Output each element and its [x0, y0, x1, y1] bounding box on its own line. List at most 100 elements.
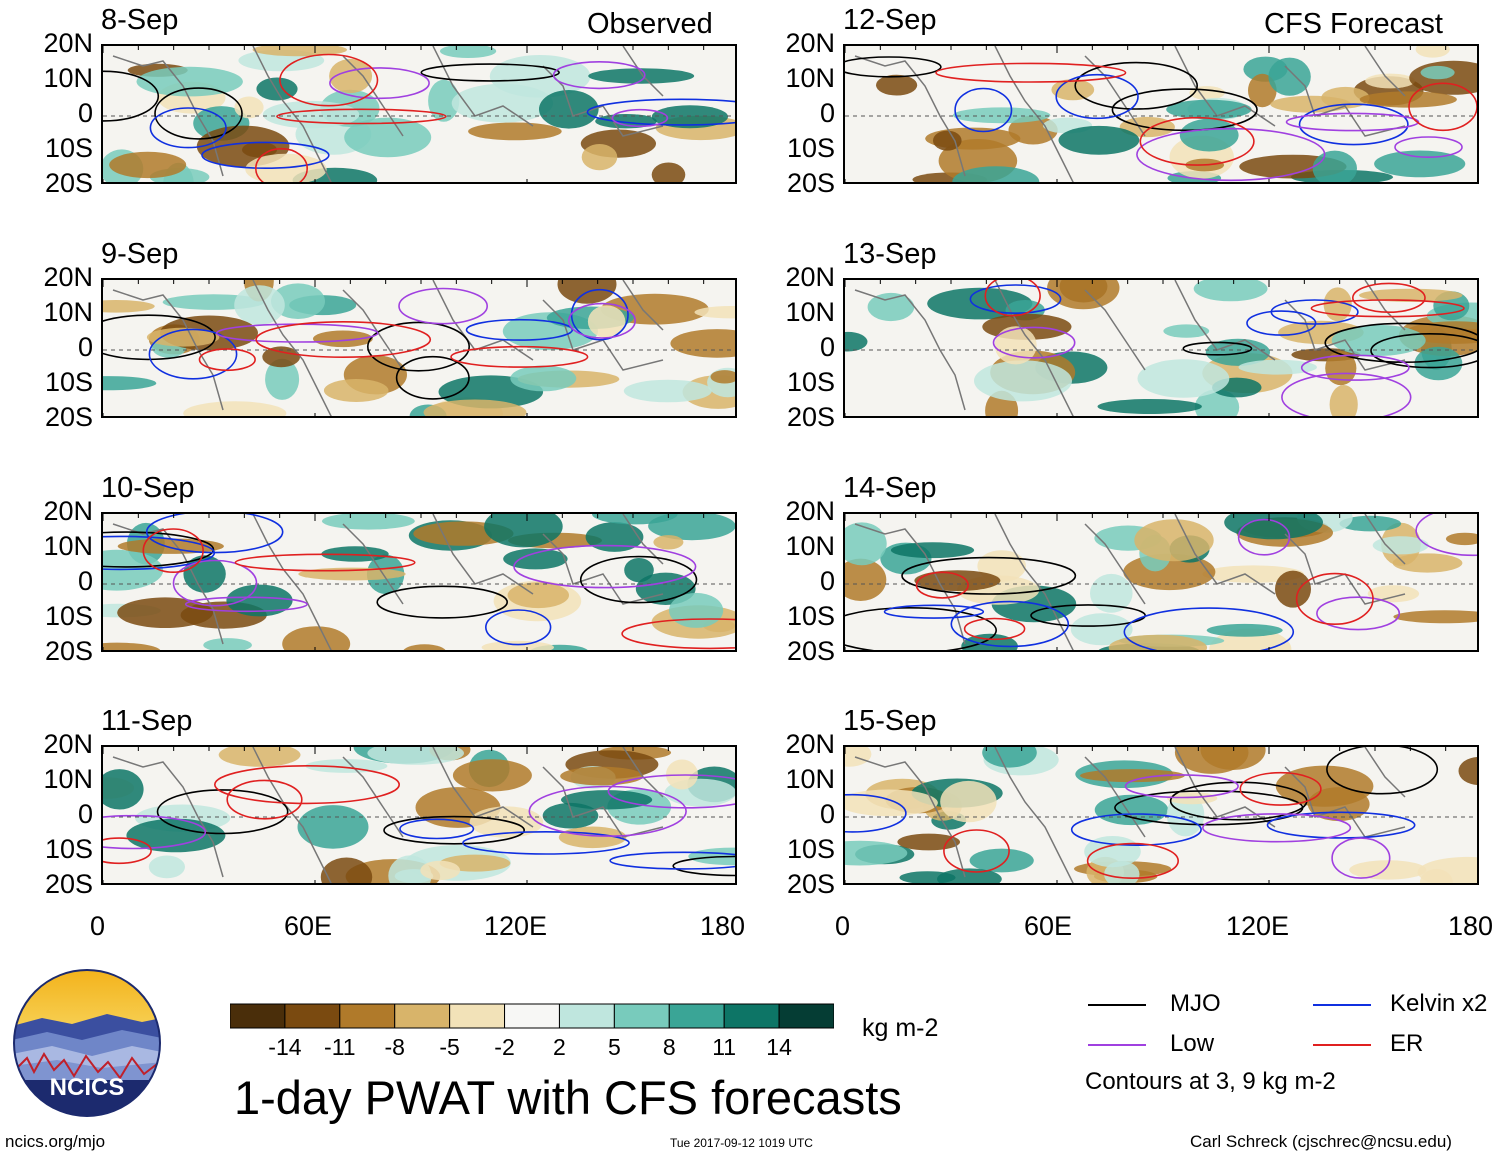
pwat-anomaly — [183, 401, 287, 416]
pwat-anomaly — [1339, 515, 1402, 532]
er-contour — [450, 345, 589, 368]
pwat-anomaly — [234, 285, 285, 325]
pwat-anomaly — [539, 90, 599, 129]
pwat-map-panel — [843, 44, 1479, 184]
y-tick-label: 0 — [819, 332, 835, 362]
pwat-anomaly — [271, 283, 325, 319]
mjo-contour — [103, 314, 216, 361]
kelvin-contour — [1123, 607, 1295, 650]
pwat-field — [103, 280, 735, 416]
pwat-anomaly — [1349, 860, 1427, 880]
pwat-anomaly — [265, 358, 300, 400]
kelvin-contour — [954, 87, 1013, 133]
pwat-anomaly — [203, 638, 252, 650]
pwat-anomaly — [1367, 585, 1420, 603]
mjo-contour — [376, 585, 509, 619]
colorbar-swatch — [449, 1003, 506, 1029]
y-tick-label: 10N — [43, 764, 93, 794]
legend-line-mjo — [1088, 1004, 1146, 1006]
mjo-contour — [579, 555, 698, 604]
pwat-anomaly — [1393, 610, 1477, 624]
panel-date-label: 9-Sep — [101, 238, 179, 270]
colorbar-tick-label: -5 — [439, 1034, 460, 1060]
y-tick-label: 20S — [786, 869, 835, 899]
pwat-anomaly — [1374, 150, 1466, 178]
low-contour — [1201, 813, 1352, 843]
kelvin-contour — [148, 328, 238, 380]
coastline — [854, 747, 1406, 883]
pwat-anomaly — [1224, 514, 1323, 540]
er-contour — [915, 571, 969, 599]
pwat-anomaly — [952, 166, 1040, 182]
pwat-anomaly — [651, 162, 686, 182]
pwat-anomaly — [1058, 125, 1140, 155]
pwat-anomaly — [587, 305, 626, 338]
footer-url[interactable]: ncics.org/mjo — [5, 1132, 106, 1151]
pwat-anomaly — [146, 327, 220, 347]
y-tick-label: 20S — [786, 402, 835, 432]
panel-date-label: 15-Sep — [843, 705, 937, 737]
y-tick-label: 20N — [785, 28, 835, 58]
pwat-anomaly — [845, 558, 887, 601]
colorbar-tick-label: -2 — [494, 1034, 515, 1060]
pwat-anomaly — [1414, 346, 1463, 381]
low-contour — [1124, 774, 1239, 799]
y-tick-label: 10S — [786, 601, 835, 631]
pwat-anomaly — [1174, 747, 1249, 774]
mjo-contour — [366, 321, 470, 372]
pwat-anomaly — [117, 597, 213, 628]
y-tick-label: 20N — [43, 729, 93, 759]
pwat-anomaly — [542, 802, 599, 829]
pwat-field — [845, 747, 1477, 883]
pwat-anomaly — [126, 818, 226, 853]
pwat-anomaly — [148, 855, 185, 879]
pwat-anomaly — [710, 370, 735, 384]
kelvin-contour — [103, 535, 216, 571]
pwat-anomaly — [969, 848, 1034, 873]
pwat-map-panel — [843, 512, 1479, 652]
pwat-anomaly — [1166, 99, 1252, 120]
low-contour — [528, 785, 687, 837]
pwat-anomaly — [282, 626, 351, 650]
y-tick-label: 10N — [785, 531, 835, 561]
pwat-anomaly — [510, 365, 577, 392]
pwat-anomaly — [1359, 288, 1463, 302]
pwat-anomaly — [974, 360, 1072, 402]
observed-label: Observed — [587, 8, 713, 40]
pwat-anomaly — [234, 96, 264, 119]
pwat-anomaly — [1458, 757, 1477, 785]
pwat-map-panel — [843, 278, 1479, 418]
pwat-field — [103, 46, 735, 182]
pwat-anomaly — [262, 100, 360, 129]
pwat-anomaly — [845, 331, 868, 352]
pwat-anomaly — [481, 640, 554, 650]
pwat-anomaly — [670, 329, 735, 358]
pwat-anomaly — [1047, 280, 1120, 310]
y-tick-label: 20S — [786, 168, 835, 198]
kelvin-contour — [586, 98, 735, 126]
mjo-contour — [383, 815, 525, 845]
pwat-anomaly — [484, 514, 563, 548]
pwat-field — [845, 46, 1477, 182]
pwat-anomaly — [367, 747, 464, 765]
pwat-anomaly — [103, 376, 157, 391]
y-tick-label: 10N — [43, 297, 93, 327]
er-contour — [234, 553, 416, 572]
kelvin-contour — [462, 831, 630, 855]
pwat-anomaly — [1392, 553, 1463, 573]
colorbar-tick-label: 5 — [607, 1034, 621, 1060]
er-contour — [279, 53, 379, 107]
pwat-anomaly — [297, 805, 369, 849]
low-contour — [1237, 518, 1291, 556]
mjo-contour — [845, 56, 942, 78]
pwat-anomaly — [845, 840, 908, 866]
pwat-anomaly — [329, 58, 373, 94]
pwat-anomaly — [218, 747, 301, 767]
x-tick-0-right: 0 — [835, 911, 851, 941]
pwat-field — [103, 747, 735, 883]
legend-line-low — [1088, 1044, 1146, 1046]
pwat-anomaly — [423, 399, 527, 416]
pwat-anomaly — [507, 582, 569, 609]
pwat-anomaly — [694, 306, 735, 319]
panel-date-label: 14-Sep — [843, 472, 937, 504]
